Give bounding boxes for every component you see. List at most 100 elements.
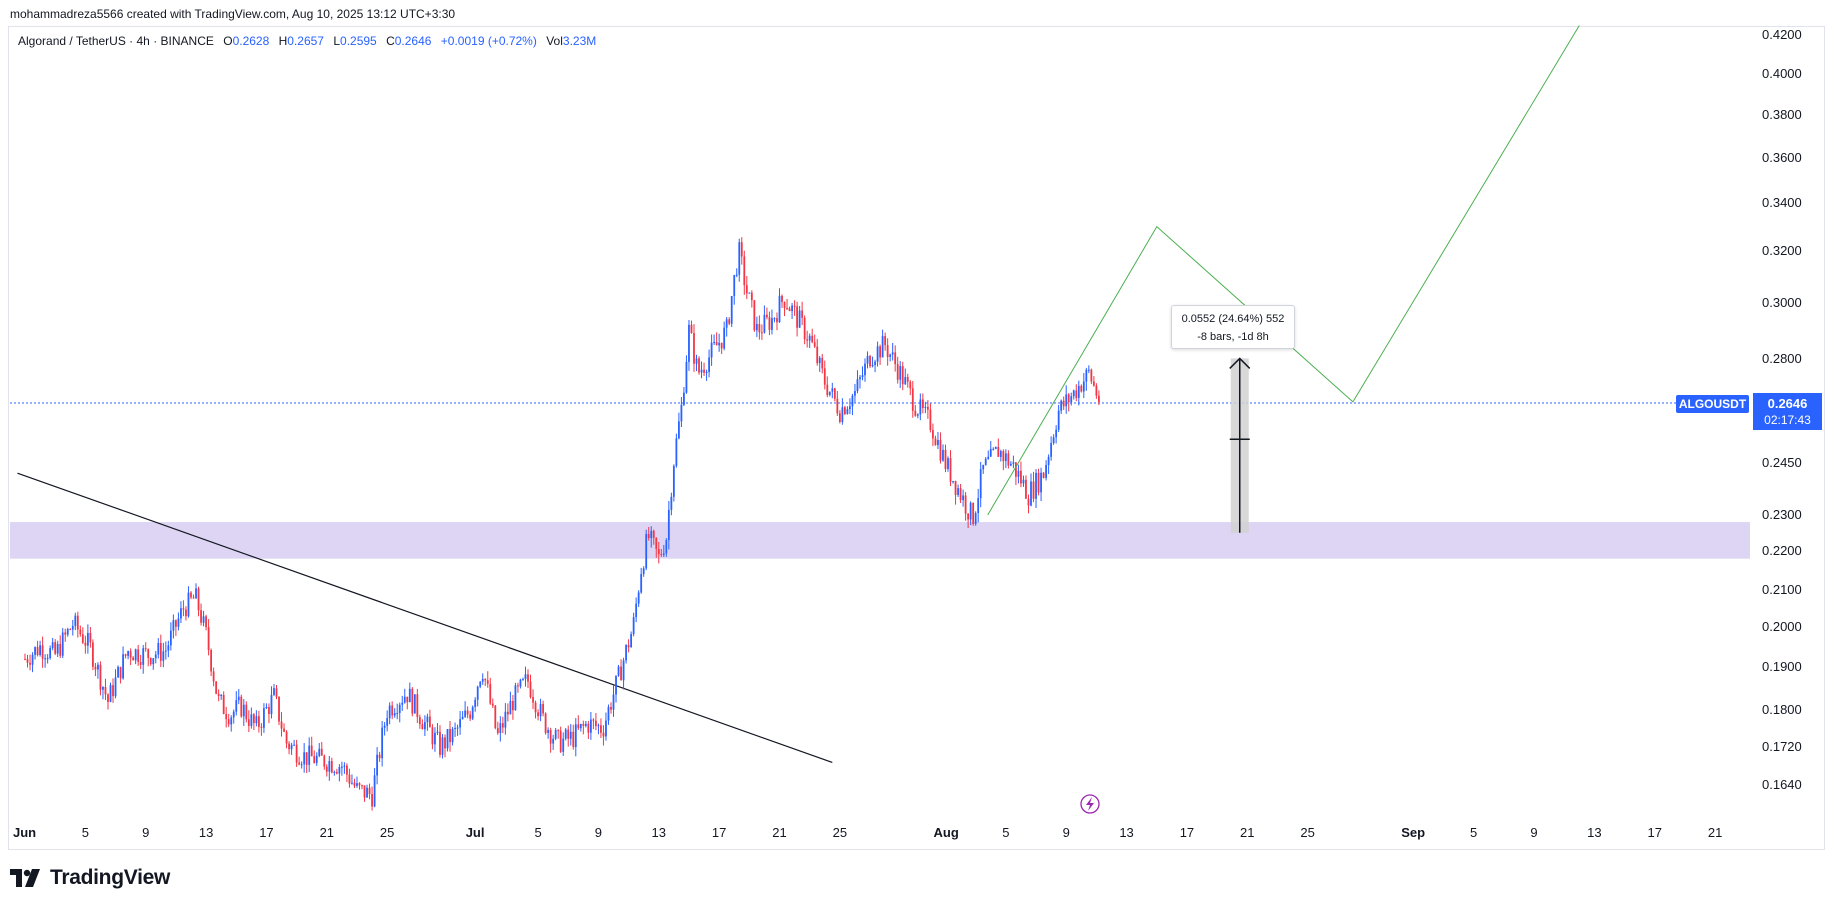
candle-body [107, 694, 109, 702]
candle-body [112, 685, 114, 697]
candle-body [358, 783, 361, 786]
candle-body [318, 748, 321, 756]
candle-body [869, 355, 871, 367]
candle-body [630, 634, 633, 648]
price-tick-label: 0.2300 [1762, 507, 1802, 522]
candle-body [436, 731, 439, 733]
price-tick-label: 0.3000 [1762, 295, 1802, 310]
candle-body [66, 629, 69, 635]
candle-body [763, 314, 766, 333]
price-axis[interactable]: 0.1640 0.1720 0.1800 0.1900 0.2000 0.2100 0.22… [1762, 27, 1802, 792]
candle-body [1012, 462, 1015, 464]
candle-body [190, 592, 192, 598]
candle-body [212, 671, 215, 682]
descending-trendline[interactable] [17, 472, 833, 764]
candle-body [371, 794, 373, 807]
bar-countdown: 02:17:43 [1764, 413, 1811, 427]
projection-layer[interactable] [987, 25, 1580, 516]
candle-body [771, 318, 773, 330]
candle-body [330, 761, 333, 773]
candle-body [660, 554, 663, 556]
candle-body [340, 766, 343, 768]
candle-body [725, 319, 728, 328]
candle-body [967, 513, 970, 520]
candle-body [260, 726, 263, 728]
candle-body [202, 616, 205, 623]
measure-layer[interactable] [1229, 357, 1251, 533]
candle-body [849, 406, 851, 410]
candle-body [595, 720, 597, 727]
candle-body [461, 716, 464, 720]
tradingview-logo[interactable]: TradingView [10, 866, 170, 890]
candle-body [418, 717, 421, 725]
candle-body [846, 409, 849, 415]
measure-label[interactable]: 0.0552 (24.64%) 552 -8 bars, -1d 8h [1171, 305, 1295, 349]
candle-body [451, 728, 454, 743]
candle-body [1004, 453, 1007, 462]
candle-body [806, 339, 809, 341]
candle-body [831, 388, 834, 392]
candle-body [109, 685, 112, 702]
candle-body [854, 391, 856, 396]
candle-body [740, 242, 743, 257]
price-tick-label: 0.4200 [1762, 27, 1802, 42]
time-tick-label: 13 [652, 825, 666, 840]
candle-body [69, 629, 72, 631]
candle-body [972, 502, 975, 524]
candle-body [278, 696, 280, 722]
candle-body [255, 716, 258, 724]
candle-body [51, 642, 54, 649]
candle-body [504, 711, 507, 728]
candle-body [494, 705, 497, 729]
candle-body [386, 718, 389, 726]
candle-body [841, 407, 844, 423]
projection-path[interactable] [987, 25, 1580, 516]
candle-body [1067, 394, 1070, 403]
candle-body [1098, 395, 1100, 402]
candle-body [962, 495, 964, 501]
candle-body [1040, 472, 1042, 493]
candle-body [657, 548, 660, 555]
candle-body [376, 754, 378, 776]
candle-body [1052, 437, 1055, 444]
candle-body [655, 537, 658, 549]
candle-body [773, 318, 776, 320]
legend-symbol[interactable]: Algorand / TetherUS · 4h · BINANCE [18, 34, 214, 48]
candle-body [298, 762, 301, 765]
candle-body [353, 782, 356, 786]
candle-body [456, 727, 459, 729]
misc-layer [1080, 794, 1100, 814]
support-zone[interactable] [10, 522, 1750, 559]
candle-body [92, 642, 94, 667]
candle-body [114, 677, 117, 697]
candle-body [172, 620, 175, 631]
candle-body [929, 409, 932, 431]
candle-body [1072, 390, 1075, 397]
candle-body [403, 696, 406, 703]
candle-body [474, 699, 477, 708]
candle-body [61, 632, 64, 656]
time-axis[interactable]: Jun 5 9 13 17 21 25 Jul 5 9 13 17 21 25 Aug 5 9 13 17 21 25 S… [13, 825, 1722, 840]
candle-body [952, 481, 954, 483]
candle-body [426, 716, 429, 723]
event-lightning-glyph [1086, 797, 1094, 811]
candle-body [738, 242, 741, 275]
candle-body [818, 357, 821, 364]
candle-body [836, 398, 839, 414]
candle-body [562, 738, 565, 752]
candle-body [235, 700, 238, 712]
candle-body [144, 648, 147, 650]
candle-body [605, 720, 607, 737]
candle-body [74, 615, 77, 627]
candle-body [866, 355, 869, 364]
candle-body [1037, 472, 1040, 493]
candle-body [879, 346, 881, 358]
candle-body [680, 404, 683, 422]
candle-body [1035, 472, 1037, 499]
candle-body [41, 645, 44, 659]
candle-body [210, 650, 213, 672]
candle-body [217, 693, 220, 697]
time-tick-label: 9 [1530, 825, 1537, 840]
trendline-layer[interactable] [17, 472, 833, 764]
